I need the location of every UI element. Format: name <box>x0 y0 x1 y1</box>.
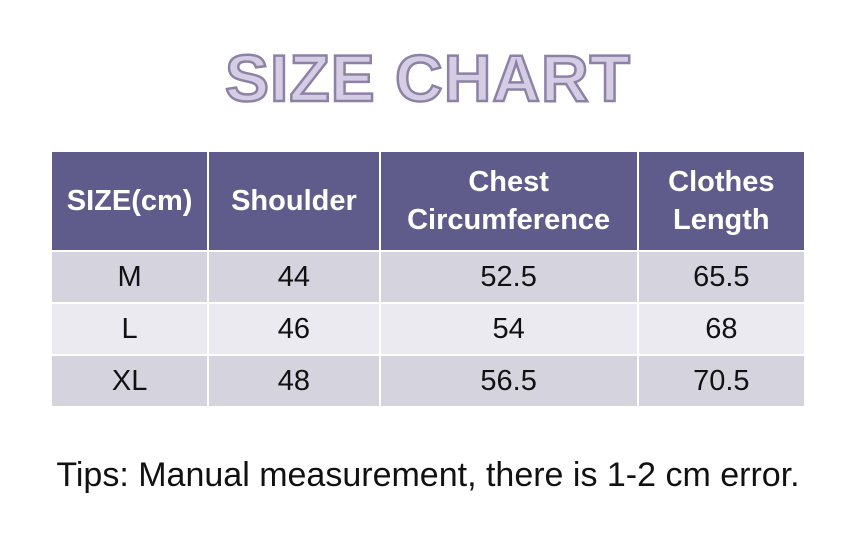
cell-length: 70.5 <box>638 356 804 406</box>
header-row: SIZE(cm) Shoulder Chest Circumference Cl… <box>52 152 804 252</box>
cell-size: M <box>52 252 210 304</box>
header-length-line1: Clothes <box>668 166 775 198</box>
size-table: SIZE(cm) Shoulder Chest Circumference Cl… <box>52 152 804 406</box>
header-chest-line2: Circumference <box>407 204 611 236</box>
header-shoulder: Shoulder <box>209 152 381 252</box>
page-title: SIZE CHART <box>224 40 632 117</box>
header-chest-circumference: Chest Circumference <box>380 152 639 252</box>
cell-shoulder: 46 <box>209 304 381 356</box>
cell-shoulder: 48 <box>209 356 381 406</box>
cell-size: XL <box>52 356 210 406</box>
header-clothes-length: Clothes Length <box>638 152 804 252</box>
header-size: SIZE(cm) <box>52 152 210 252</box>
table-row: XL 48 56.5 70.5 <box>52 356 804 406</box>
cell-chest: 54 <box>380 304 639 356</box>
table-body: M 44 52.5 65.5 L 46 54 68 XL 48 56.5 70.… <box>52 252 804 406</box>
table-row: L 46 54 68 <box>52 304 804 356</box>
cell-length: 65.5 <box>638 252 804 304</box>
table-row: M 44 52.5 65.5 <box>52 252 804 304</box>
header-length-line2: Length <box>673 204 770 236</box>
cell-length: 68 <box>638 304 804 356</box>
cell-shoulder: 44 <box>209 252 381 304</box>
cell-chest: 52.5 <box>380 252 639 304</box>
table-header: SIZE(cm) Shoulder Chest Circumference Cl… <box>52 152 804 252</box>
header-chest-line1: Chest <box>468 166 549 198</box>
cell-size: L <box>52 304 210 356</box>
cell-chest: 56.5 <box>380 356 639 406</box>
tips-note: Tips: Manual measurement, there is 1-2 c… <box>56 456 800 494</box>
